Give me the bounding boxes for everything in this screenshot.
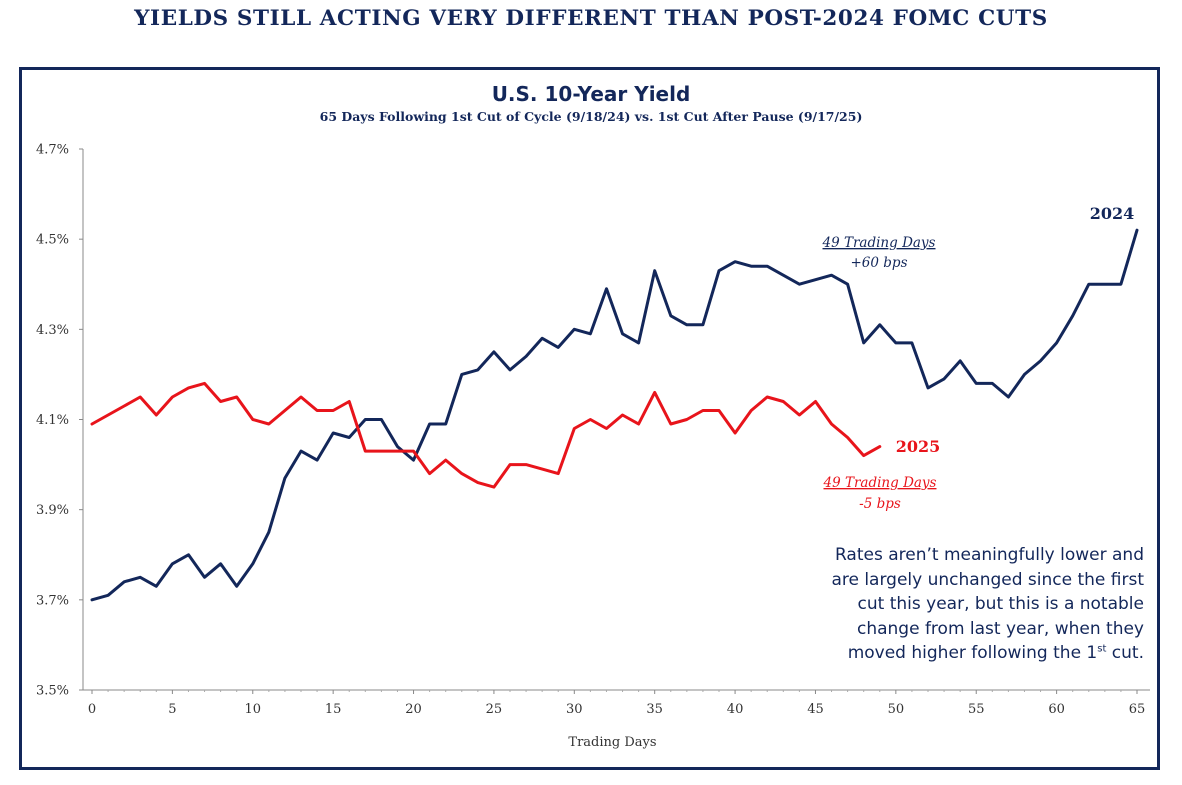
note-line-last: moved higher following the 1st cut.	[764, 641, 1144, 666]
note-last-prefix: moved higher following the 1	[847, 643, 1098, 663]
chart-subtitle: 65 Days Following 1st Cut of Cycle (9/18…	[319, 109, 863, 124]
note-last-suffix: cut.	[1106, 643, 1144, 663]
page-headline: YIELDS STILL ACTING VERY DIFFERENT THAN …	[134, 6, 1048, 31]
x-tick-label: 45	[807, 702, 824, 717]
commentary-note: Rates aren’t meaningfully lower and are …	[764, 543, 1144, 666]
annotations: 49 Trading Days +60 bps 2024 2025 49 Tra…	[822, 204, 1135, 512]
y-tick-label: 3.7%	[36, 593, 69, 608]
x-tick-label: 20	[405, 702, 422, 717]
series-label-2024: 2024	[1090, 204, 1135, 223]
x-tick-label: 55	[968, 702, 985, 717]
y-tick-label: 3.5%	[36, 684, 69, 699]
x-axis-title: Trading Days	[568, 735, 656, 750]
note-line: cut this year, but this is a notable	[857, 594, 1144, 614]
x-tick-label: 15	[325, 702, 342, 717]
note-line: are largely unchanged since the first	[831, 569, 1144, 590]
y-tick-label: 4.7%	[36, 143, 69, 158]
x-tick-label: 50	[888, 702, 905, 717]
series-line-2025	[90, 381, 882, 489]
chart-title: U.S. 10-Year Yield	[491, 82, 691, 106]
axes: 3.5%3.7%3.9%4.1%4.3%4.5%4.7%0 5 10 15 20 25 30…	[36, 143, 1150, 750]
y-tick-label: 4.3%	[36, 323, 69, 338]
x-tick-label: 65	[1129, 702, 1146, 717]
x-tick-label: 5	[168, 702, 176, 717]
y-tick-label: 4.5%	[36, 233, 69, 248]
x-tick-label: 10	[244, 702, 261, 717]
note-line: change from last year, when they	[856, 618, 1144, 639]
x-tick-label: 0	[88, 702, 96, 717]
series-line-2024	[90, 228, 1139, 602]
x-tick-label: 30	[566, 702, 583, 717]
note-line: Rates aren’t meaningfully lower and	[834, 545, 1144, 565]
x-tick-label: 25	[486, 702, 503, 717]
annotation-2025-days: 49 Trading Days	[823, 475, 937, 491]
series-lines	[90, 228, 1139, 602]
note-last-sup: st	[1097, 643, 1107, 655]
x-tick-label: 35	[646, 702, 663, 717]
chart-frame	[19, 67, 1160, 770]
annotation-2025-bps: -5 bps	[859, 496, 901, 512]
series-label-2025: 2025	[896, 437, 941, 456]
x-tick-label: 60	[1048, 702, 1065, 717]
annotation-2024-days: 49 Trading Days	[822, 235, 936, 251]
y-tick-label: 4.1%	[36, 413, 69, 428]
x-tick-label: 40	[727, 702, 744, 717]
y-tick-label: 3.9%	[36, 503, 69, 518]
annotation-2024-bps: +60 bps	[851, 255, 908, 271]
